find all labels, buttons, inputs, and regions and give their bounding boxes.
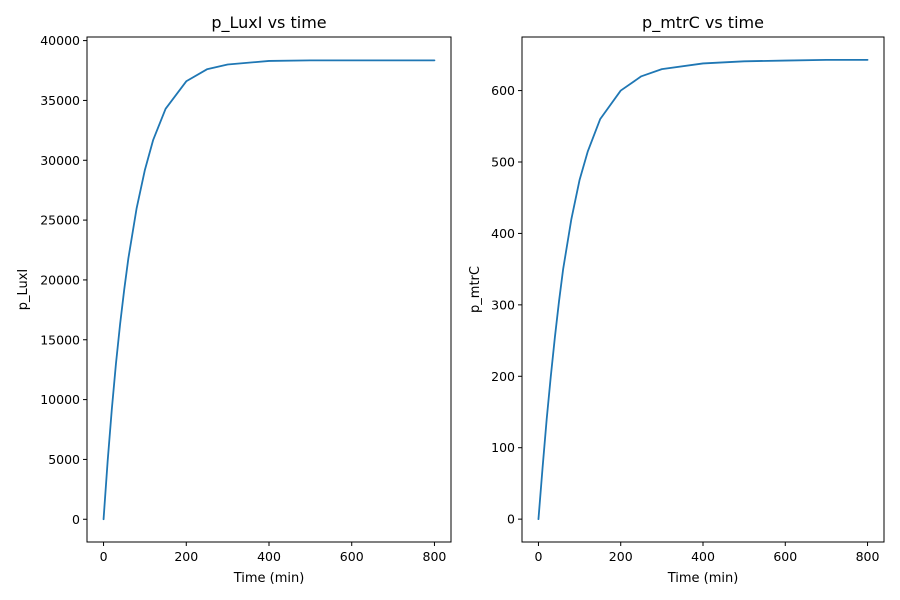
y-tick-label: 40000	[40, 33, 80, 48]
x-tick-label: 600	[340, 549, 364, 564]
y-tick-label: 0	[507, 512, 515, 527]
y-tick-label: 30000	[40, 153, 80, 168]
series-line-p-mtrc	[537, 58, 869, 521]
y-tick-label: 400	[491, 226, 515, 241]
x-tick-label: 0	[534, 549, 542, 564]
y-tick-label: 15000	[40, 332, 80, 347]
y-tick-label: 5000	[48, 452, 80, 467]
axis-ticks: 0 200 400 600 800 0 100 200 300 400 500 600	[491, 83, 879, 564]
x-tick-label: 200	[174, 549, 198, 564]
chart-panel-p-mtrc: p_mtrC vs time Time (min) p_mtrC 0 200 400…	[468, 13, 885, 586]
chart-title: p_mtrC vs time	[642, 13, 764, 33]
y-tick-label: 600	[491, 83, 515, 98]
y-tick-label: 10000	[40, 392, 80, 407]
x-tick-label: 800	[423, 549, 447, 564]
x-tick-label: 600	[773, 549, 797, 564]
x-tick-label: 800	[856, 549, 880, 564]
x-tick-label: 0	[100, 549, 108, 564]
series-line-p-luxi	[102, 59, 436, 521]
axis-ticks: 0 200 400 600 800 0 5000 10000 15000 20000 25000 30…	[40, 33, 446, 564]
y-tick-label: 200	[491, 369, 515, 384]
y-axis-label: p_mtrC	[468, 266, 483, 313]
chart-title: p_LuxI vs time	[211, 13, 326, 33]
x-tick-label: 400	[257, 549, 281, 564]
y-axis-label: p_LuxI	[16, 269, 31, 311]
y-tick-label: 35000	[40, 93, 80, 108]
y-tick-label: 20000	[40, 272, 80, 287]
y-tick-label: 25000	[40, 213, 80, 228]
y-tick-label: 100	[491, 440, 515, 455]
y-tick-label: 500	[491, 155, 515, 170]
x-axis-label: Time (min)	[233, 571, 305, 586]
x-tick-label: 200	[609, 549, 633, 564]
chart-panel-p-luxi: p_LuxI vs time Time (min) p_LuxI 0 200 400…	[16, 13, 452, 586]
y-tick-label: 300	[491, 297, 515, 312]
x-tick-label: 400	[691, 549, 715, 564]
y-tick-label: 0	[72, 512, 80, 527]
x-axis-label: Time (min)	[667, 571, 739, 586]
